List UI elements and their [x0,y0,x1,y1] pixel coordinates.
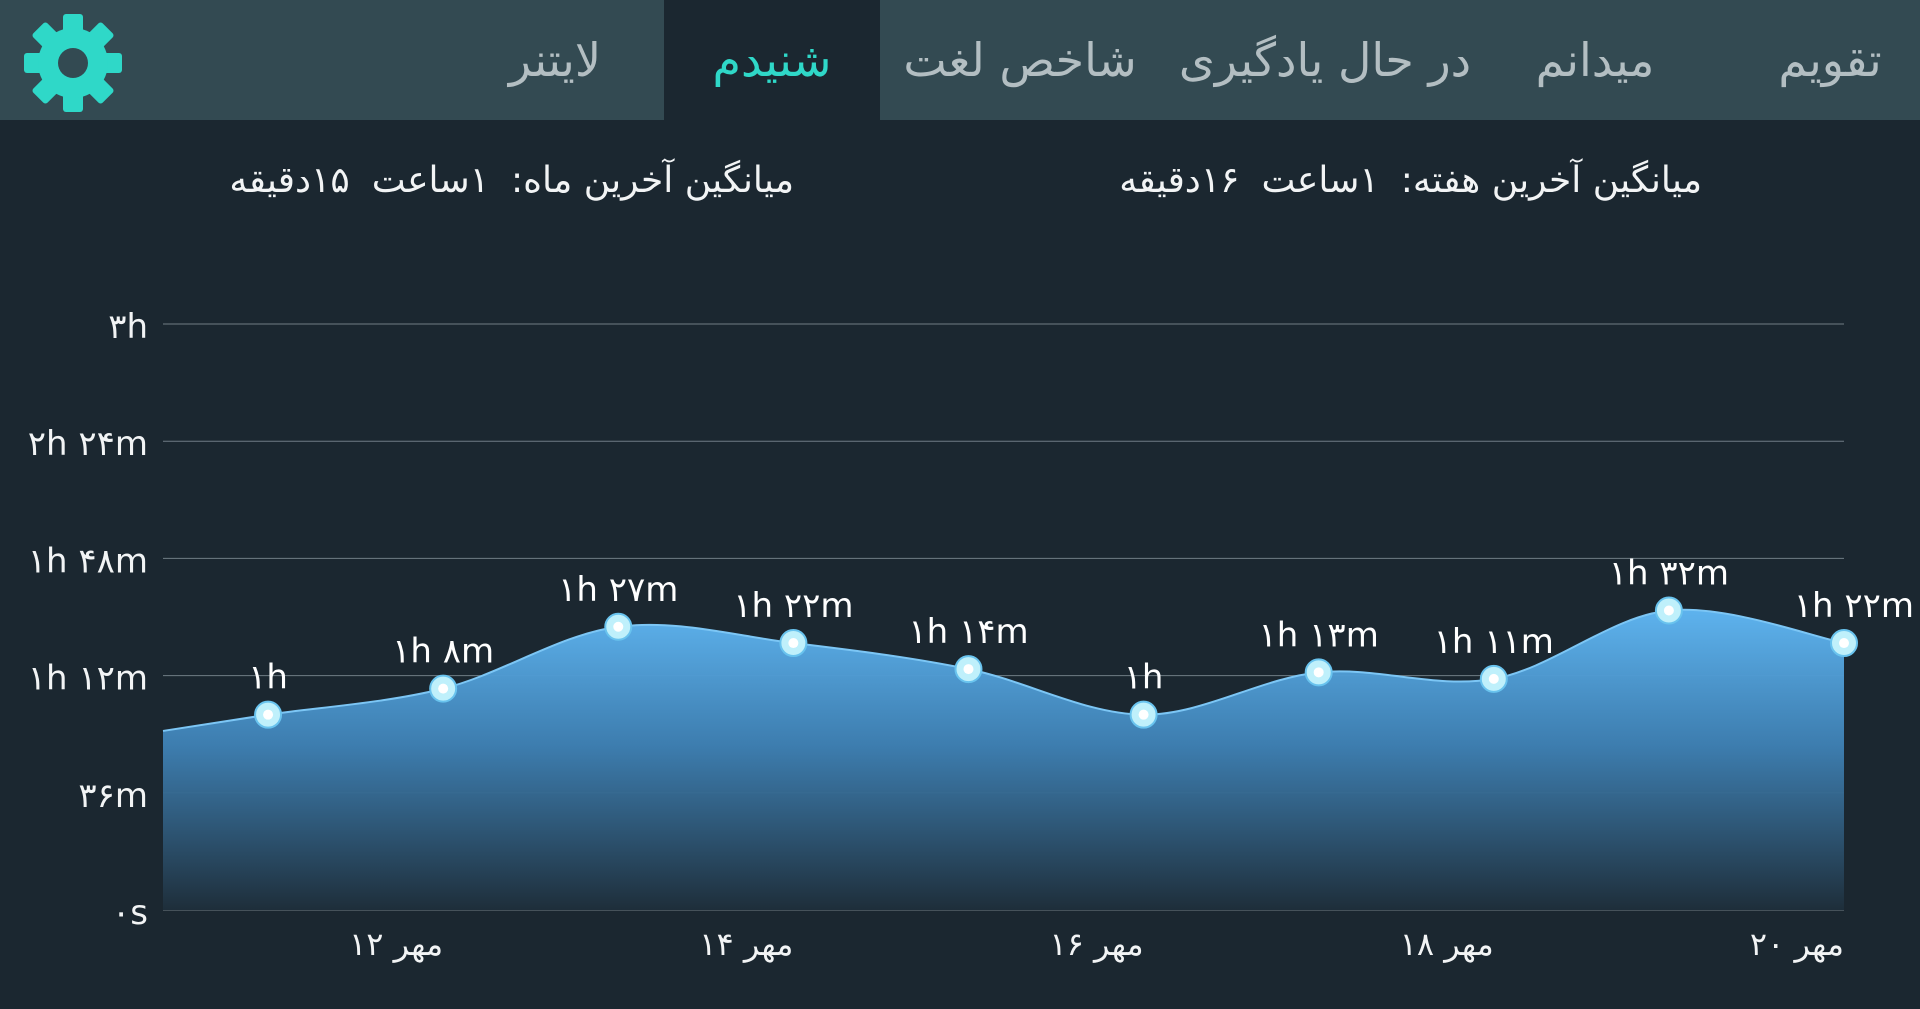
data-point-center [1839,638,1849,649]
y-tick-label: ۰s [112,893,148,933]
data-point-center [1313,667,1324,678]
data-label: ۱h ۱۳m [1259,615,1379,655]
data-label: ۱h ۲۲m [1794,586,1914,626]
data-label: ۱h ۳۲m [1609,553,1729,593]
data-label: ۱h [1124,658,1164,698]
monthly-average: میانگین آخرین ماه: ۱ساعت ۱۵دقیقه [229,160,794,210]
x-tick-label: ۱۶ مهر [1049,925,1143,963]
monthly-average-hours: ۱ساعت [371,160,490,201]
data-point-center [1488,673,1499,684]
data-point-center [1138,709,1149,720]
data-point-center [963,664,974,675]
data-point-center [788,638,799,649]
y-tick-label: ۳h [108,307,148,347]
data-point-center [613,621,624,632]
tab-learning[interactable]: در حال یادگیری [1178,33,1472,87]
x-tick-label: ۱۴ مهر [699,925,793,963]
tab-heard[interactable]: شنیدم [664,0,880,120]
x-tick-label: ۲۰ مهر [1750,925,1844,963]
y-tick-label: ۱h ۱۲m [28,659,148,699]
y-tick-label: ۲h ۲۴m [28,424,148,464]
weekly-average-label: میانگین آخرین هفته: [1400,160,1702,201]
y-tick-label: ۳۶m [78,776,148,816]
tab-word-index[interactable]: شاخص لغت [903,33,1137,87]
y-tick-label: ۱h ۴۸m [28,541,148,581]
data-point-center [1663,605,1674,616]
data-label: ۱h ۱۱m [1434,622,1554,662]
data-label: ۱h [248,658,288,698]
weekly-average-minutes: ۱۶دقیقه [1119,160,1240,201]
data-label: ۱h ۲۲m [733,586,853,626]
weekly-average: میانگین آخرین هفته: ۱ساعت ۱۶دقیقه [1119,160,1702,210]
tab-leitner[interactable]: لایتنر [508,33,602,87]
x-tick-label: ۱۸ مهر [1400,925,1494,963]
data-point-center [438,683,449,694]
tab-known[interactable]: میدانم [1535,33,1655,87]
monthly-average-label: میانگین آخرین ماه: [511,160,794,201]
x-tick-label: ۱۲ مهر [349,925,443,963]
tab-calendar[interactable]: تقویم [1778,33,1882,87]
area-fill [163,609,1844,910]
gear-icon[interactable] [22,12,124,114]
monthly-average-minutes: ۱۵دقیقه [229,160,350,201]
top-tab-bar: تقویم میدانم در حال یادگیری شاخص لغت شنی… [0,0,1920,120]
data-point-center [263,709,274,720]
data-label: ۱h ۱۴m [908,612,1028,652]
data-label: ۱h ۲۷m [558,570,678,610]
weekly-average-hours: ۱ساعت [1261,160,1379,201]
data-label: ۱h ۸m [392,632,494,672]
